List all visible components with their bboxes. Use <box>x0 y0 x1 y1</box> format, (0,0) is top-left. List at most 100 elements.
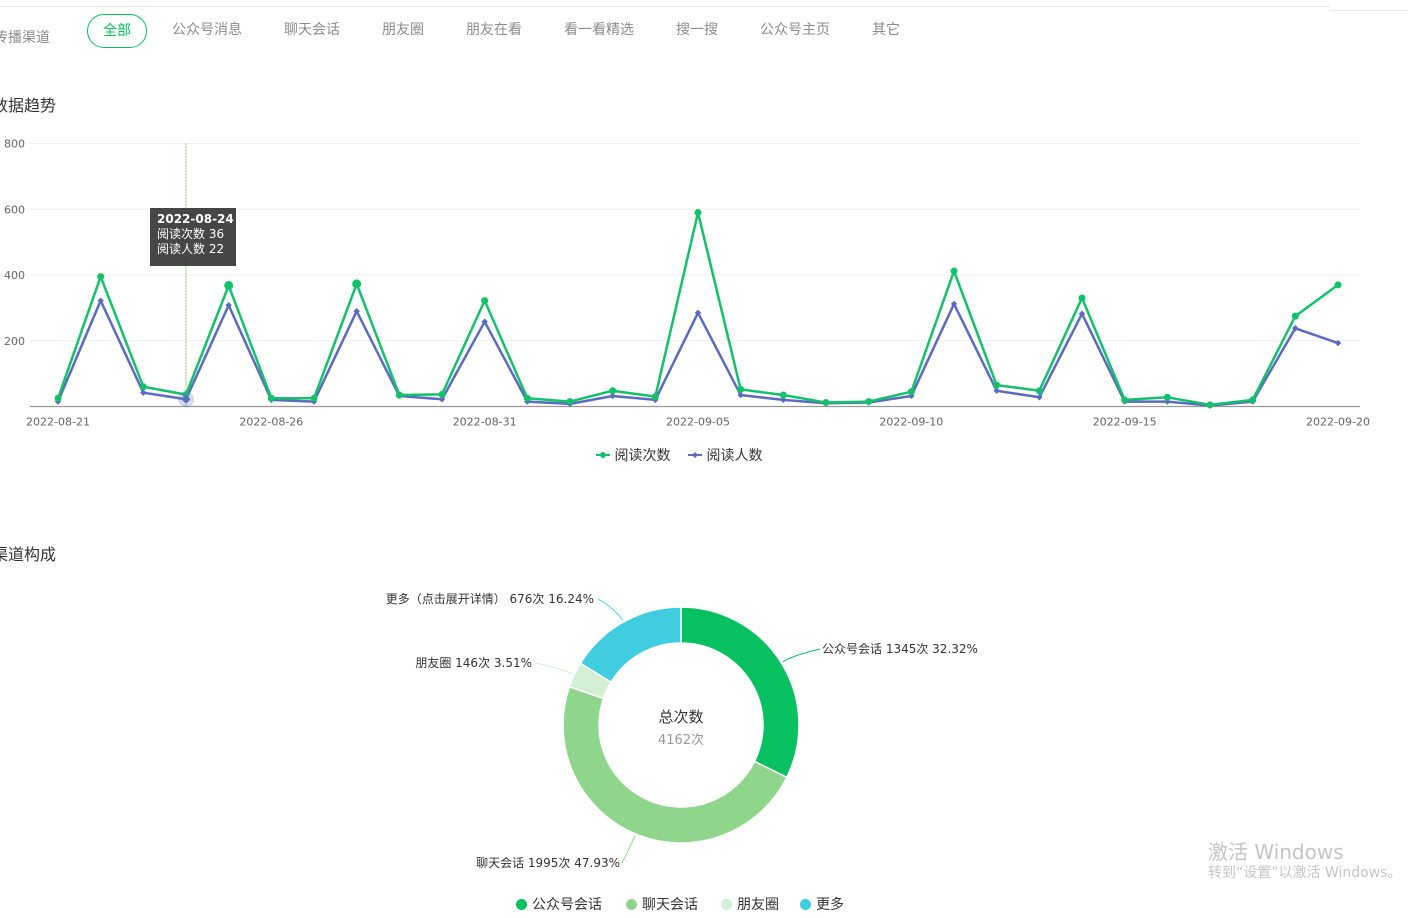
data-point-reads[interactable] <box>950 267 958 275</box>
y-tick-label: 800 <box>4 138 25 151</box>
data-point-readers[interactable] <box>993 387 1000 394</box>
data-point-reads[interactable] <box>310 394 318 402</box>
data-point-reads[interactable] <box>907 388 915 396</box>
legend-reads[interactable]: 阅读次数 <box>596 445 670 465</box>
data-point-readers[interactable] <box>353 307 360 315</box>
slice-chat[interactable] <box>562 685 788 844</box>
legend-moments[interactable]: 朋友圈 <box>721 894 779 914</box>
data-point-readers[interactable] <box>609 392 616 400</box>
chart-tooltip: 2022-08-24 阅读次数 36 阅读人数 22 <box>150 208 236 266</box>
data-point-reads[interactable] <box>822 399 830 407</box>
data-point-reads[interactable] <box>566 398 574 406</box>
legend-reads-icon <box>596 452 610 458</box>
legend-readers[interactable]: 阅读人数 <box>688 445 762 465</box>
x-tick-label: 2022-08-26 <box>239 416 303 429</box>
slice-leader-line <box>782 648 821 663</box>
data-point-reads[interactable] <box>1035 387 1043 395</box>
slice-label: 更多（点击展开详情） 676次 16.24% <box>386 591 594 606</box>
x-tick-label: 2022-08-31 <box>453 416 517 429</box>
data-point-readers[interactable] <box>438 396 446 403</box>
data-point-readers[interactable] <box>1078 310 1086 317</box>
data-point-reads[interactable] <box>54 394 62 402</box>
legend-readers-icon <box>688 452 702 458</box>
data-point-reads[interactable] <box>438 390 446 398</box>
tab-friends-watching[interactable]: 朋友在看 <box>466 22 522 38</box>
slice-official-session[interactable] <box>680 606 800 779</box>
data-point-readers[interactable] <box>225 302 232 309</box>
donut-center-title: 总次数 <box>658 708 703 726</box>
legend-official-session[interactable]: 公众号会话 <box>516 894 602 914</box>
data-point-reads[interactable] <box>1121 396 1129 404</box>
tab-other[interactable]: 其它 <box>872 22 900 38</box>
slice-more[interactable] <box>579 606 682 684</box>
tab-top-stories[interactable]: 看一看精选 <box>564 22 634 38</box>
trend-line-chart[interactable]: 800 600 400 200 2022-08-21 2022-08-26 2022-08-… <box>0 120 1400 430</box>
data-point-readers[interactable] <box>737 391 744 399</box>
legend-chat[interactable]: 聊天会话 <box>626 894 698 914</box>
data-point-readers[interactable] <box>1292 325 1299 332</box>
data-point-readers[interactable] <box>481 318 488 325</box>
legend-chat-label: 聊天会话 <box>642 897 698 913</box>
slice-label: 公众号会话 1345次 32.32% <box>822 642 978 656</box>
data-point-reads[interactable] <box>1249 396 1257 404</box>
y-tick-label: 600 <box>4 203 25 216</box>
data-point-readers[interactable] <box>140 389 147 396</box>
slice-label: 聊天会话 1995次 47.93% <box>476 856 620 870</box>
tab-official-homepage[interactable]: 公众号主页 <box>760 22 830 38</box>
data-point-reads[interactable] <box>694 209 702 217</box>
channel-filter-label: 传播渠道 <box>0 30 50 46</box>
data-point-reads[interactable] <box>224 281 234 291</box>
slice-leader-line <box>621 835 636 864</box>
series-line-reads <box>56 211 1339 407</box>
data-point-reads[interactable] <box>737 385 745 393</box>
data-point-reads[interactable] <box>1206 401 1214 409</box>
data-point-reads[interactable] <box>523 394 531 402</box>
tooltip-date: 2022-08-24 <box>157 212 234 226</box>
data-point-reads[interactable] <box>1163 393 1171 401</box>
data-point-readers[interactable] <box>1334 339 1342 347</box>
data-point-reads[interactable] <box>651 393 659 401</box>
data-point-reads[interactable] <box>609 387 617 395</box>
data-point-readers[interactable] <box>694 309 702 317</box>
data-point-readers[interactable] <box>950 300 958 308</box>
x-tick-label: 2022-09-10 <box>879 416 943 429</box>
legend-moments-dot <box>721 899 732 910</box>
top-divider <box>0 0 1330 7</box>
data-point-reads[interactable] <box>1334 281 1342 289</box>
tab-chat[interactable]: 聊天会话 <box>284 22 340 38</box>
legend-reads-label: 阅读次数 <box>614 448 671 464</box>
tooltip-readers: 阅读人数 22 <box>157 242 225 256</box>
legend-moments-label: 朋友圈 <box>737 897 779 913</box>
tab-all[interactable]: 全部 <box>87 14 147 48</box>
top-divider-right <box>1330 10 1408 11</box>
data-point-readers[interactable] <box>97 297 104 304</box>
data-point-reads[interactable] <box>352 279 362 289</box>
legend-more[interactable]: 更多 <box>800 894 844 914</box>
data-point-reads[interactable] <box>865 398 873 406</box>
data-point-reads[interactable] <box>1291 312 1299 320</box>
data-point-reads[interactable] <box>97 273 105 281</box>
tab-official-message[interactable]: 公众号消息 <box>172 22 242 38</box>
data-point-reads[interactable] <box>779 391 787 399</box>
data-point-readers[interactable] <box>1036 394 1043 401</box>
x-tick-label: 2022-09-05 <box>666 416 730 429</box>
tab-search[interactable]: 搜一搜 <box>676 22 718 38</box>
windows-activation-hint: 转到“设置”以激活 Windows。 <box>1208 865 1402 881</box>
data-point-readers[interactable] <box>780 396 787 404</box>
windows-activation-title: 激活 Windows <box>1208 840 1344 864</box>
slice-label: 朋友圈 146次 3.51% <box>415 656 532 670</box>
data-point-reads[interactable] <box>993 381 1001 389</box>
data-point-reads[interactable] <box>182 391 190 399</box>
tab-moments[interactable]: 朋友圈 <box>382 22 424 38</box>
channel-donut-chart[interactable]: 总次数 4162次 公众号会话 1345次 32.32% 聊天会话 1995次 47.… <box>0 590 1100 890</box>
data-point-reads[interactable] <box>139 383 147 391</box>
x-tick-label: 2022-09-20 <box>1306 416 1370 429</box>
data-point-reads[interactable] <box>267 394 275 402</box>
data-point-reads[interactable] <box>1078 294 1086 302</box>
data-point-reads[interactable] <box>481 297 489 305</box>
data-point-reads[interactable] <box>395 391 403 399</box>
slice-leader-line <box>597 598 623 621</box>
x-tick-label: 2022-08-21 <box>26 416 90 429</box>
legend-chat-dot <box>626 899 637 910</box>
legend-more-dot <box>800 899 811 910</box>
